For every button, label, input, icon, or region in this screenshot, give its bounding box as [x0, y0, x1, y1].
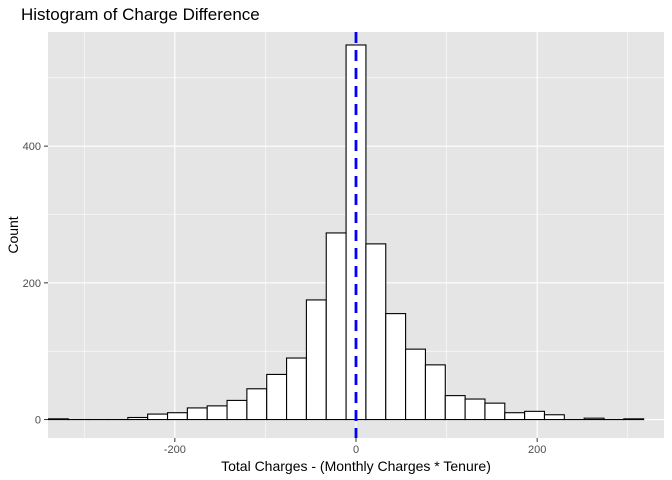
- histogram-bar: [166, 412, 188, 421]
- histogram-bar: [305, 299, 327, 421]
- histogram-bar: [47, 418, 69, 421]
- histogram-bar: [405, 348, 426, 421]
- histogram-bar: [583, 417, 605, 421]
- histogram-bar: [385, 313, 407, 421]
- histogram-bar: [484, 402, 506, 421]
- histogram-bar: [424, 364, 446, 421]
- histogram-bar: [524, 410, 546, 421]
- x-tick-label: -200: [164, 444, 186, 456]
- y-tick-label: 0: [35, 415, 41, 427]
- y-tick-label: 400: [23, 141, 41, 153]
- histogram-bar: [226, 399, 248, 421]
- chart-title: Histogram of Charge Difference: [21, 5, 260, 24]
- histogram-bar: [186, 407, 208, 421]
- histogram-bar: [543, 414, 565, 421]
- y-axis-title: Count: [5, 216, 21, 253]
- histogram-bar: [444, 395, 466, 421]
- histogram-bar: [246, 388, 268, 421]
- histogram-bar: [266, 373, 288, 421]
- y-tick-label: 200: [23, 278, 41, 290]
- histogram-bar: [147, 413, 169, 421]
- histogram-bar: [286, 357, 307, 421]
- axis-ticks: -200 0 200 0 200 400: [23, 141, 547, 456]
- histogram-bar: [127, 416, 149, 421]
- histogram-bar: [504, 412, 526, 421]
- histogram-bar: [623, 418, 645, 421]
- x-tick-label: 0: [353, 444, 359, 456]
- histogram-bar: [365, 243, 387, 421]
- histogram-bar: [206, 405, 228, 421]
- x-tick-label: 200: [528, 444, 546, 456]
- histogram-bar: [325, 232, 347, 421]
- x-axis-title: Total Charges - (Monthly Charges * Tenur…: [221, 458, 491, 474]
- histogram-bar: [464, 398, 486, 421]
